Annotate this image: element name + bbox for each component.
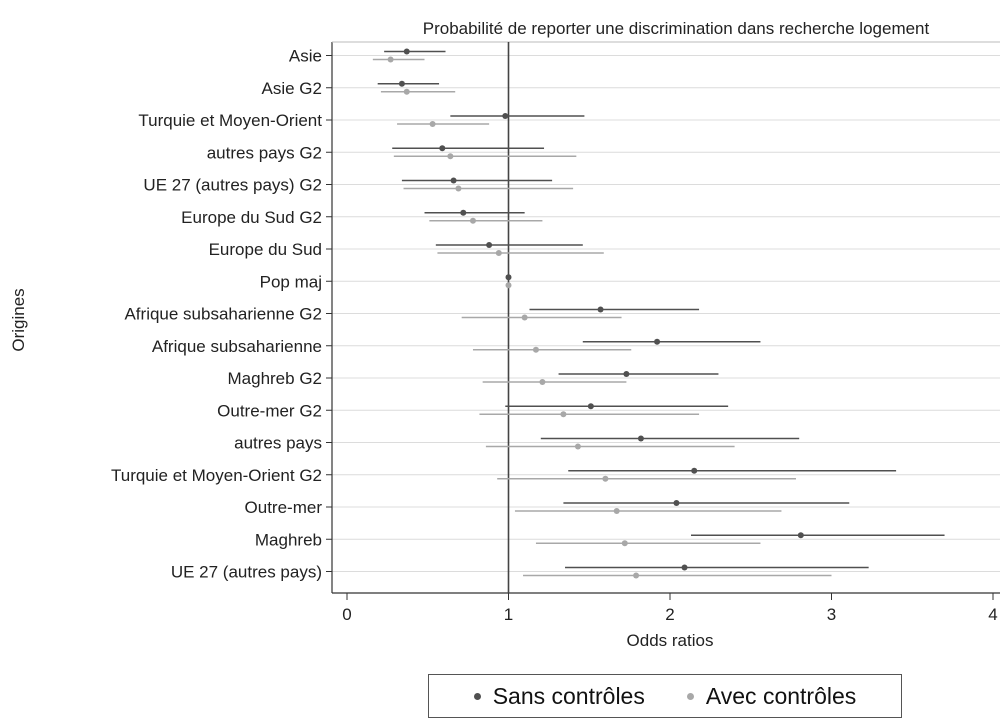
point-sans-controles (505, 274, 512, 281)
x-tick-label: 1 (504, 605, 513, 624)
point-sans-controles (637, 435, 644, 442)
point-avec-controles (455, 185, 462, 192)
point-sans-controles (502, 113, 509, 119)
legend-label-avec-controles: Avec contrôles (705, 682, 857, 709)
y-tick-label: Europe du Sud G2 (181, 208, 322, 227)
point-avec-controles (602, 475, 609, 482)
x-axis-label: Odds ratios (627, 631, 714, 650)
legend-item-avec-controles: Avec contrôles (686, 682, 857, 710)
point-avec-controles (469, 217, 476, 224)
y-tick-label: Outre-mer G2 (217, 401, 322, 420)
point-sans-controles (623, 371, 630, 377)
point-sans-controles (439, 145, 446, 152)
point-sans-controles (460, 209, 467, 216)
y-tick-label: Outre-mer (245, 498, 323, 517)
point-avec-controles (505, 282, 512, 289)
x-axis-ticks: 0 1 2 3 4 (342, 593, 998, 624)
y-tick-label: Europe du Sud (209, 240, 322, 259)
point-avec-controles (613, 508, 620, 514)
legend-item-sans-controles: Sans contrôles (473, 682, 645, 710)
x-tick-label: 3 (827, 605, 836, 624)
y-tick-label: autres pays (234, 434, 322, 453)
point-avec-controles (521, 314, 528, 321)
point-sans-controles (403, 48, 410, 55)
gridlines (332, 55, 1000, 572)
x-tick-label: 0 (342, 605, 351, 624)
point-sans-controles (691, 467, 698, 474)
point-avec-controles (539, 379, 546, 385)
point-avec-controles (495, 250, 502, 256)
y-tick-label: UE 27 (autres pays) G2 (143, 176, 322, 195)
y-tick-label: Afrique subsaharienne (152, 337, 322, 356)
y-tick-label: Asie (289, 47, 322, 66)
confidence-intervals (372, 50, 945, 577)
legend-marker-avec-controles (686, 692, 694, 700)
point-sans-controles (486, 242, 493, 248)
y-tick-label: Pop maj (260, 272, 322, 291)
point-avec-controles (447, 153, 454, 160)
y-tick-label: Maghreb (255, 530, 322, 549)
y-tick-label: UE 27 (autres pays) (171, 563, 322, 582)
y-tick-label: Maghreb G2 (228, 369, 323, 388)
point-avec-controles (429, 121, 436, 127)
legend: Sans contrôles Avec contrôles (428, 674, 902, 718)
legend-marker-sans-controles (473, 692, 481, 700)
point-avec-controles (621, 540, 628, 547)
x-tick-label: 4 (988, 605, 997, 624)
point-avec-controles (574, 443, 581, 450)
point-sans-controles (797, 532, 804, 539)
point-avec-controles (532, 346, 539, 353)
point-sans-controles (450, 177, 457, 184)
y-tick-label: Turquie et Moyen-Orient (138, 111, 322, 130)
y-tick-label: Afrique subsaharienne G2 (124, 305, 322, 324)
y-axis-label: Origines (9, 288, 28, 351)
point-sans-controles (597, 306, 604, 313)
chart-title: Probabilité de reporter une discriminati… (423, 19, 930, 38)
point-estimates (387, 48, 804, 579)
y-tick-label: Asie G2 (262, 79, 322, 98)
legend-label-sans-controles: Sans contrôles (492, 682, 645, 709)
point-sans-controles (654, 338, 661, 345)
point-avec-controles (387, 56, 394, 63)
point-sans-controles (587, 403, 594, 410)
y-axis-ticks: Asie Asie G2 Turquie et Moyen-Orient autres… (111, 47, 332, 582)
point-avec-controles (403, 88, 410, 95)
point-avec-controles (560, 411, 567, 418)
point-sans-controles (673, 500, 680, 506)
y-tick-label: Turquie et Moyen-Orient G2 (111, 466, 322, 485)
point-sans-controles (398, 80, 405, 87)
x-tick-label: 2 (665, 605, 674, 624)
point-avec-controles (633, 572, 640, 579)
point-sans-controles (681, 564, 688, 571)
y-tick-label: autres pays G2 (207, 143, 322, 162)
